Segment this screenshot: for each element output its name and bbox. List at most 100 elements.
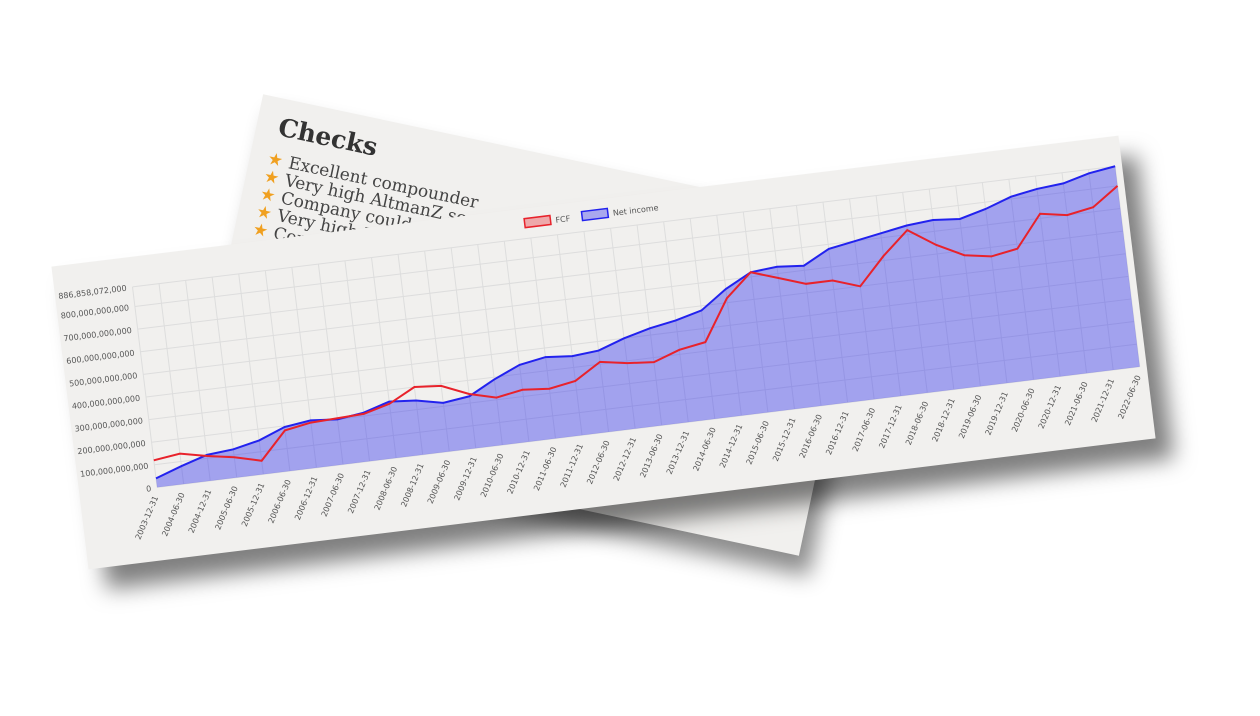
x-tick-label: 2016-06-30 [798,413,824,459]
grid-line [145,275,1129,398]
x-tick-label: 2005-06-30 [213,485,239,531]
grid-line-x [131,286,158,488]
x-tick-label: 2014-12-31 [718,423,744,469]
chart: 0 100,000,000,000 200,000,000,000 300,000,0… [58,165,1143,541]
x-tick-label: 2015-12-31 [771,416,797,462]
grid-line [134,185,1118,308]
x-tick-label: 2011-06-30 [532,446,558,492]
grid-line-x [424,250,450,452]
grid-line [137,208,1121,330]
x-tick-label: 2009-06-30 [426,459,452,505]
grid-line-x [1034,175,1061,377]
grid-line-x [822,202,849,403]
x-tick-label: 2021-12-31 [1090,377,1116,423]
x-tick-label: 2008-12-31 [399,462,425,508]
x-tick-label: 2004-12-31 [187,488,213,534]
x-tick-label: 2013-12-31 [665,429,691,475]
grid-line-x [663,221,689,423]
star-icon: ★ [250,219,270,243]
chart-card: 0 100,000,000,000 200,000,000,000 300,000,0… [51,135,1156,570]
grid-line-x [849,198,875,400]
grid-line [132,165,1116,288]
x-tick-label: 2007-12-31 [346,469,372,515]
grid-line-x [875,195,902,397]
x-tick-label: 2018-06-30 [904,400,930,446]
grid-line-x [742,211,769,413]
x-tick-label: 2013-06-30 [638,433,664,479]
x-tick-label: 2007-06-30 [320,472,346,518]
x-tick-label: 2015-06-30 [745,420,771,466]
grid-line-x [450,247,477,449]
x-tick-label: 2018-12-31 [930,397,956,443]
legend-label: Net income [612,203,659,218]
x-tick-label: 2017-06-30 [851,407,877,453]
grid-line-x [211,277,238,478]
series-line [155,165,1116,480]
x-tick-label: 2019-06-30 [957,394,983,440]
grid-line-x [1088,169,1114,371]
legend-label: FCF [555,214,571,225]
grid-line-x [928,189,955,390]
grid-line-x [556,234,583,436]
grid-line [140,230,1124,353]
grid-line-x [185,280,211,481]
grid-line-x [716,215,742,416]
grid-line [148,298,1132,421]
y-tick-label: 886,858,072,000 [58,284,127,301]
y-tick-label: 700,000,000,000 [63,326,132,343]
grid-line-x [530,237,556,439]
grid-line [157,366,1140,488]
y-tick-label: 800,000,000,000 [60,303,129,320]
x-tick-label: 2010-06-30 [479,452,505,498]
y-tick-label: 600,000,000,000 [66,349,135,366]
y-tick-label: 0 [146,484,152,494]
legend-swatch [580,207,610,222]
series-line [153,185,1119,462]
grid-line-x [1114,166,1141,367]
grid-line [143,253,1126,375]
legend-swatch [523,214,552,229]
grid-line-x [795,205,822,406]
grid-line-x [583,231,610,433]
grid-line-x [636,224,663,426]
x-tick-label: 2014-06-30 [691,426,717,472]
grid-line-x [610,228,636,429]
x-tick-label: 2006-12-31 [293,475,319,521]
grid-line-x [1061,172,1088,374]
x-tick-label: 2017-12-31 [877,403,903,449]
x-tick-label: 2010-12-31 [506,449,532,495]
grid-line [154,343,1138,466]
y-tick-label: 100,000,000,000 [80,462,149,479]
x-tick-label: 2003-12-31 [134,495,160,541]
x-tick-label: 2012-06-30 [585,439,611,485]
x-tick-label: 2011-12-31 [559,442,585,488]
x-tick-label: 2016-12-31 [824,410,850,456]
grid-line-x [769,208,795,410]
series-area [156,166,1140,488]
x-tick-label: 2004-06-30 [160,491,186,537]
grid-line-x [158,283,185,485]
y-tick-label: 400,000,000,000 [71,394,140,411]
grid-line-x [291,267,317,468]
x-tick-label: 2020-06-30 [1010,387,1036,433]
y-tick-label: 200,000,000,000 [77,439,146,456]
x-tick-label: 2012-12-31 [612,436,638,482]
y-tick-label: 500,000,000,000 [69,371,138,388]
grid-line-x [344,260,371,462]
grid-line-x [477,244,503,446]
x-tick-label: 2019-12-31 [984,390,1010,436]
x-tick-label: 2008-06-30 [373,465,399,511]
x-tick-label: 2006-06-30 [267,478,293,524]
grid-line-x [397,254,424,455]
grid-line-x [317,264,344,465]
grid-line-x [503,241,530,442]
x-tick-label: 2022-06-30 [1116,374,1142,420]
y-tick-label: 300,000,000,000 [74,416,143,433]
grid-line-x [1008,179,1035,380]
x-tick-label: 2021-06-30 [1063,380,1089,426]
grid-line-x [264,270,291,472]
grid-line-x [689,218,716,419]
x-tick-label: 2020-12-31 [1037,384,1063,430]
grid-line-x [371,257,397,459]
